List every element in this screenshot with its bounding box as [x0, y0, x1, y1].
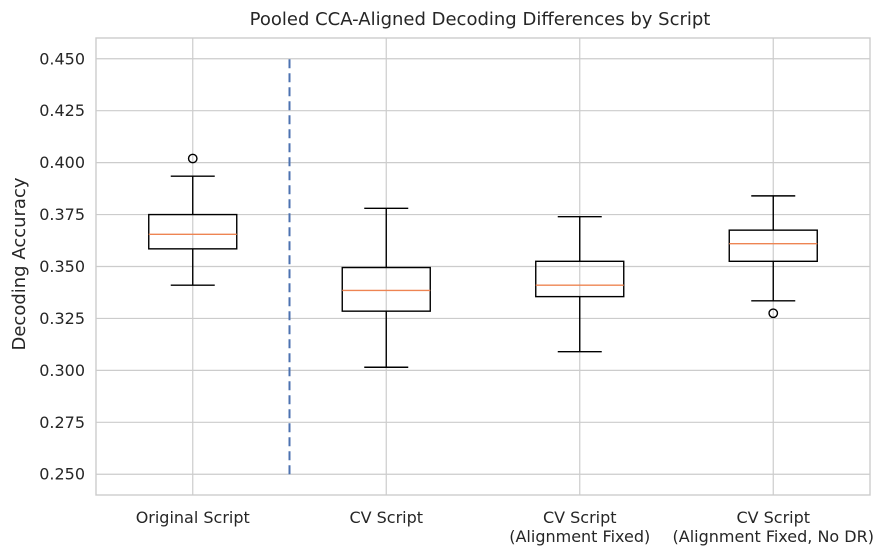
- y-tick-label: 0.325: [39, 309, 85, 328]
- x-tick-label: CV Script: [349, 508, 423, 527]
- x-tick-label-line: CV Script: [736, 508, 810, 527]
- outlier-point: [187, 153, 198, 164]
- y-tick-label: 0.350: [39, 257, 85, 276]
- y-tick-label: 0.375: [39, 205, 85, 224]
- chart-title: Pooled CCA-Aligned Decoding Differences …: [250, 9, 711, 30]
- plot-frame: [95, 37, 871, 496]
- x-tick-label: CV Script (Alignment Fixed, No DR): [673, 508, 874, 546]
- y-axis-label: Decoding Accuracy: [9, 177, 30, 350]
- y-tick-label: 0.450: [39, 49, 85, 68]
- y-tick-label: 0.400: [39, 153, 85, 172]
- y-tick-label: 0.250: [39, 465, 85, 484]
- plot-area: 0.250 0.275 0.300 0.325 0.350 0.375 0.400 0.425…: [39, 37, 874, 546]
- x-tick-label-line: CV Script: [543, 508, 617, 527]
- y-tick-label: 0.425: [39, 101, 85, 120]
- outlier-point: [768, 308, 779, 319]
- x-tick-label: CV Script (Alignment Fixed): [509, 508, 650, 546]
- y-tick-label: 0.275: [39, 413, 85, 432]
- y-tick-label: 0.300: [39, 361, 85, 380]
- x-tick-label-line: Original Script: [136, 508, 250, 527]
- box-iqr: [341, 266, 431, 312]
- box-iqr: [535, 260, 625, 298]
- x-tick-label: Original Script: [136, 508, 250, 527]
- box-iqr: [148, 213, 238, 250]
- x-tick-label-line: CV Script: [349, 508, 423, 527]
- x-tick-label-line: (Alignment Fixed, No DR): [673, 527, 874, 546]
- x-tick-label-line: (Alignment Fixed): [509, 527, 650, 546]
- box-iqr: [728, 229, 818, 263]
